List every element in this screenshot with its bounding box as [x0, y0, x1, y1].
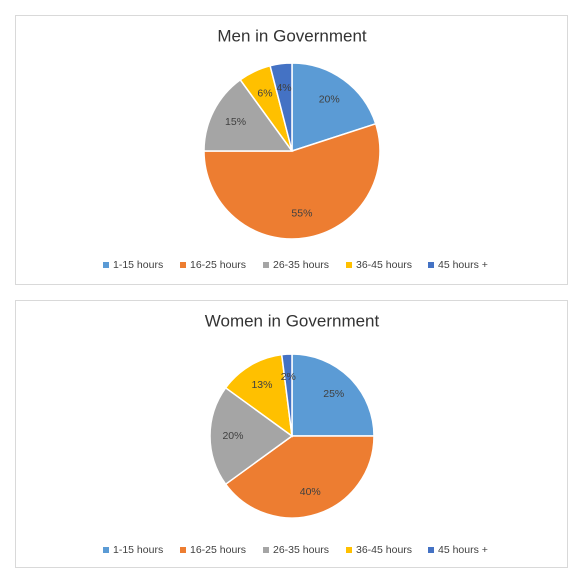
legend-label: 16-25 hours — [190, 259, 246, 271]
legend-swatch — [180, 262, 186, 268]
legend-swatch — [428, 547, 434, 553]
legend-swatch — [346, 547, 352, 553]
legend-label: 26-35 hours — [273, 259, 329, 271]
legend-swatch — [103, 547, 109, 553]
legend-swatch — [103, 262, 109, 268]
data-label: 4% — [276, 82, 291, 94]
chart-title: Men in Government — [217, 26, 367, 45]
data-label: 15% — [225, 116, 246, 128]
pie-slice — [203, 122, 381, 240]
pie-slice — [203, 78, 294, 152]
chart-title: Women in Government — [205, 311, 380, 330]
chart: Women in Government 25% 40% 20% 13% 2% 1-15 ho… — [15, 300, 568, 568]
pie-slice — [224, 353, 293, 438]
pie-slice — [291, 62, 377, 153]
data-label: 40% — [300, 486, 321, 498]
legend-label: 36-45 hours — [356, 544, 412, 556]
data-label: 6% — [257, 87, 272, 99]
legend-label: 26-35 hours — [273, 544, 329, 556]
legend-label: 45 hours + — [438, 544, 488, 556]
data-label: 20% — [319, 94, 340, 106]
legend-label: 36-45 hours — [356, 259, 412, 271]
legend-label: 1-15 hours — [113, 259, 163, 271]
pie-slice — [280, 353, 293, 437]
data-label: 13% — [251, 379, 272, 391]
pie-slice — [291, 353, 375, 437]
chart: Men in Government 20% 55% 15% 6% 4% 1-15 hours… — [15, 15, 568, 285]
legend-swatch — [346, 262, 352, 268]
legend-label: 16-25 hours — [190, 544, 246, 556]
data-label: 55% — [291, 207, 312, 219]
legend-swatch — [263, 262, 269, 268]
legend-swatch — [428, 262, 434, 268]
legend-swatch — [180, 547, 186, 553]
pie-slice — [209, 386, 294, 486]
data-label: 20% — [222, 430, 243, 442]
pie-slice — [224, 435, 375, 519]
legend-swatch — [263, 547, 269, 553]
legend-label: 45 hours + — [438, 259, 488, 271]
data-label: 25% — [323, 388, 344, 400]
pie-slice — [269, 62, 293, 152]
data-label: 2% — [281, 371, 296, 383]
legend-label: 1-15 hours — [113, 544, 163, 556]
